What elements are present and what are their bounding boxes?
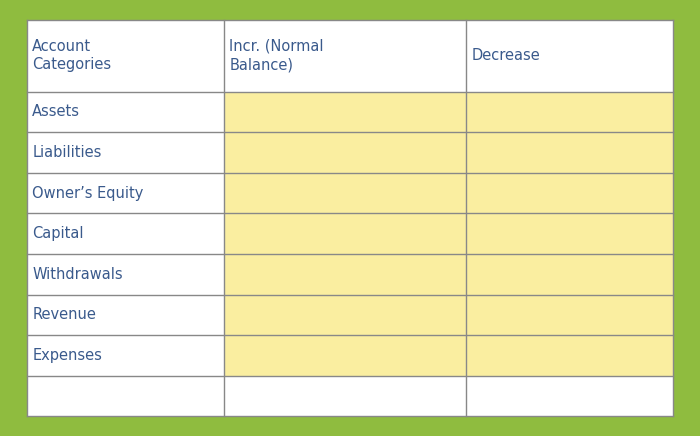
Text: Decrease: Decrease xyxy=(472,48,541,63)
Text: Liabilities: Liabilities xyxy=(32,145,102,160)
Text: Assets: Assets xyxy=(32,105,80,119)
Text: Withdrawals: Withdrawals xyxy=(32,267,122,282)
Bar xyxy=(224,92,673,376)
Text: Revenue: Revenue xyxy=(32,307,96,322)
Text: Capital: Capital xyxy=(32,226,84,241)
Text: Incr. (Normal
Balance): Incr. (Normal Balance) xyxy=(230,39,324,72)
Text: Account
Categories: Account Categories xyxy=(32,39,111,72)
Text: Expenses: Expenses xyxy=(32,348,102,363)
Text: Owner’s Equity: Owner’s Equity xyxy=(32,186,144,201)
